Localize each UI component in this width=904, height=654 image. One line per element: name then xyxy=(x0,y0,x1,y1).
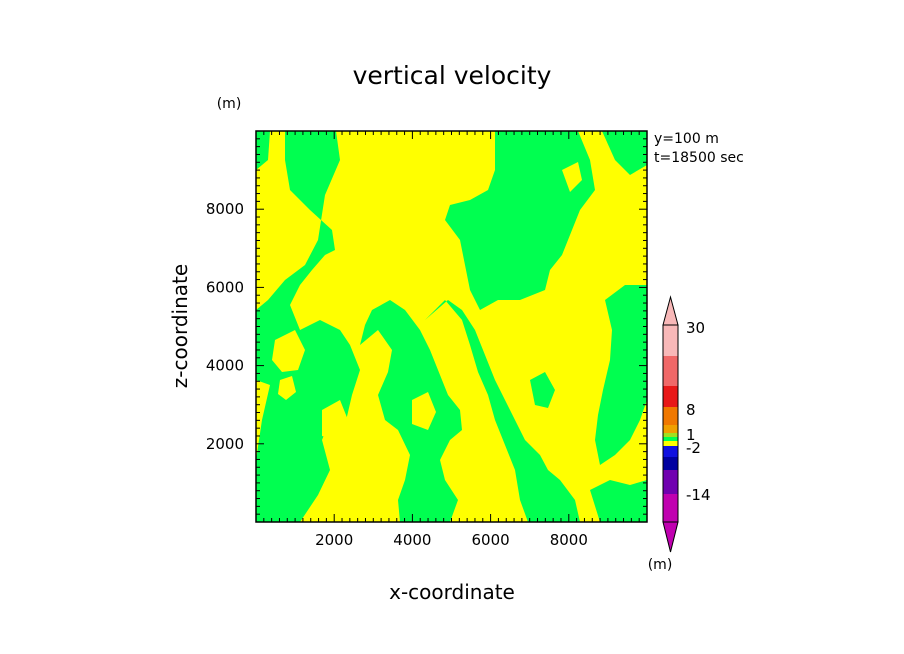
colorbar-top-arrow xyxy=(662,295,679,326)
x-axis-label: x-coordinate xyxy=(389,580,515,604)
x-tick-label: 8000 xyxy=(550,531,588,549)
field-region xyxy=(412,392,436,430)
colorbar-band xyxy=(663,325,678,356)
field-region xyxy=(478,460,500,494)
y-tick-label: 6000 xyxy=(206,278,244,296)
field-region xyxy=(272,330,305,372)
colorbar-band xyxy=(663,446,678,457)
chart-title: vertical velocity xyxy=(353,61,552,90)
colorbar-band xyxy=(663,433,678,437)
axis-ticks xyxy=(256,131,647,522)
annotation-t: t=18500 sec xyxy=(654,150,744,166)
colorbar-band xyxy=(663,437,678,441)
y-tick-label: 4000 xyxy=(206,357,244,375)
colorbar-label-1: 1 xyxy=(686,426,696,444)
colorbar-label-minus14: -14 xyxy=(686,486,711,504)
colorbar-label-minus2: -2 xyxy=(686,439,701,457)
y-unit-label: (m) xyxy=(217,96,242,112)
field-region xyxy=(602,131,647,175)
colorbar-band xyxy=(663,407,678,425)
colorbar-band xyxy=(663,425,678,433)
x-tick-label: 6000 xyxy=(472,531,510,549)
field-region xyxy=(256,131,360,522)
field-region xyxy=(322,400,348,440)
heatmap-field xyxy=(256,131,647,522)
colorbar-band xyxy=(663,441,678,446)
field-region xyxy=(590,480,647,522)
field-region xyxy=(530,372,555,408)
y-tick-label: 2000 xyxy=(206,435,244,453)
field-region xyxy=(445,131,595,310)
colorbar-bottom-arrow xyxy=(662,521,679,553)
colorbar-label-30: 30 xyxy=(686,319,705,337)
colorbar-band xyxy=(663,386,678,407)
field-region xyxy=(562,162,582,192)
colorbar-band xyxy=(663,470,678,494)
field-region xyxy=(425,300,580,522)
field-region xyxy=(256,131,270,170)
colorbar-band xyxy=(663,457,678,470)
colorbar-frame xyxy=(662,324,679,523)
x-tick-label: 2000 xyxy=(315,531,353,549)
colorbar-label-8: 8 xyxy=(686,401,696,419)
field-region xyxy=(360,300,462,522)
x-tick-labels: 2000 4000 6000 8000 xyxy=(315,531,588,549)
colorbar-unit-label: (m) xyxy=(648,557,673,573)
field-region xyxy=(278,376,296,400)
x-tick-label: 4000 xyxy=(393,531,431,549)
field-region xyxy=(595,285,647,465)
y-tick-label: 8000 xyxy=(206,200,244,218)
field-region xyxy=(346,474,366,500)
colorbar xyxy=(662,295,679,553)
colorbar-band xyxy=(663,494,678,522)
colorbar-band xyxy=(663,356,678,386)
annotation-y: y=100 m xyxy=(654,131,719,147)
y-axis-label: z-coordinate xyxy=(168,264,192,388)
y-tick-labels: 2000 4000 6000 8000 xyxy=(206,200,244,453)
